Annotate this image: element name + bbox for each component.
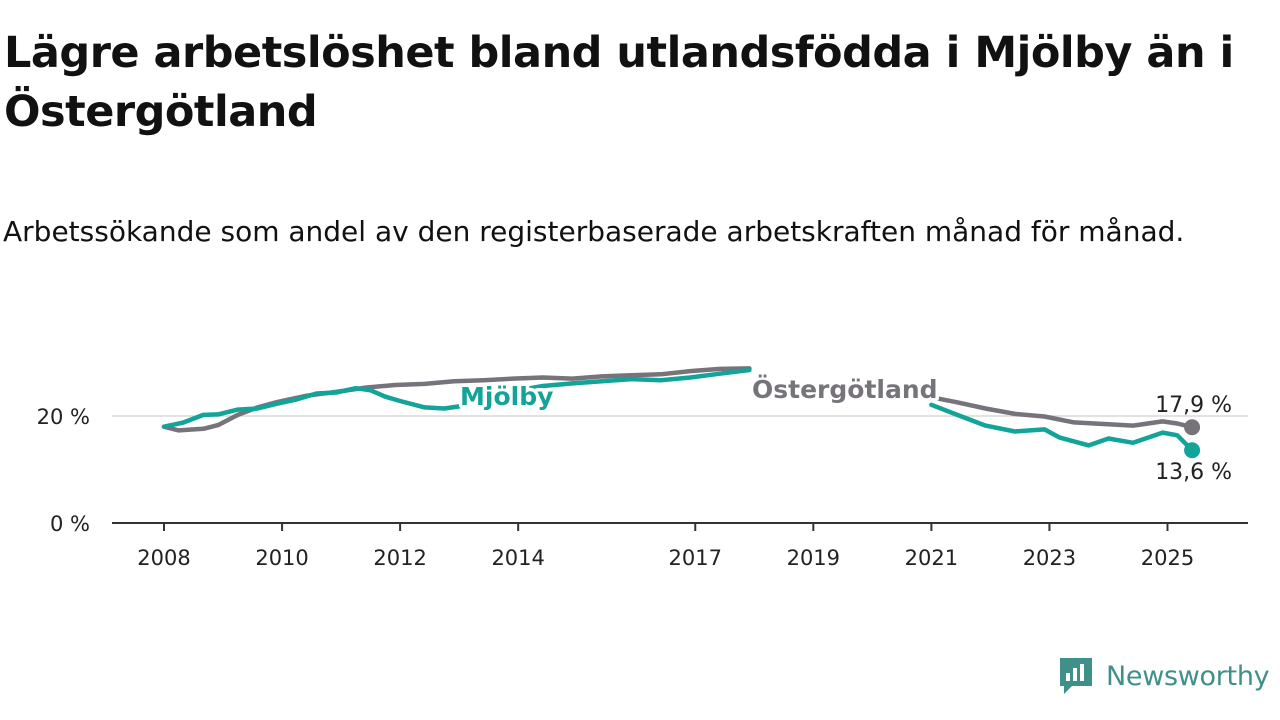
end-point-mjolby — [1184, 442, 1201, 459]
newsworthy-logo-icon — [1060, 658, 1092, 694]
x-tick-label: 2025 — [1141, 546, 1194, 570]
end-label-mjolby: 13,6 % — [1155, 460, 1232, 485]
y-tick-label: 0 % — [50, 512, 90, 536]
x-tick-label: 2023 — [1023, 546, 1076, 570]
chart-subtitle: Arbetssökande som andel av den registerb… — [3, 215, 1185, 248]
x-tick-label: 2019 — [787, 546, 840, 570]
end-point-ostergotland — [1184, 419, 1201, 436]
series-line-ostergotland — [929, 395, 1195, 430]
end-label-ostergotland: 17,9 % — [1155, 393, 1232, 418]
x-tick-label: 2014 — [491, 546, 544, 570]
brand-name: Newsworthy — [1106, 660, 1270, 692]
x-tick-label: 2017 — [669, 546, 722, 570]
brand: Newsworthy — [1058, 654, 1270, 698]
y-tick-label: 20 % — [37, 405, 90, 429]
x-tick-label: 2010 — [255, 546, 308, 570]
series-label-ostergotland: Östergötland — [752, 374, 938, 404]
series-line-mjolby — [929, 402, 1195, 453]
series-line-mjolby — [161, 367, 752, 429]
x-tick-label: 2008 — [137, 546, 190, 570]
series-label-mjolby: Mjölby — [460, 382, 553, 411]
chart-title: Lägre arbetslöshet bland utlandsfödda i … — [4, 28, 1234, 137]
series-line-ostergotland — [161, 366, 752, 433]
x-tick-label: 2012 — [373, 546, 426, 570]
x-tick-label: 2021 — [905, 546, 958, 570]
